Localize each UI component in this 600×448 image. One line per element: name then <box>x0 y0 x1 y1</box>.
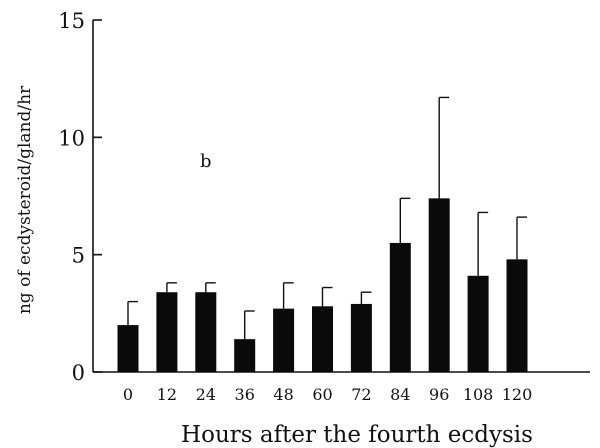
panel-label: b <box>200 151 212 172</box>
y-tick-label-5: 5 <box>72 244 85 268</box>
bar-48 <box>273 309 294 372</box>
x-tick-label-24: 24 <box>196 385 216 404</box>
bar-120 <box>507 259 528 372</box>
x-tick-label-36: 36 <box>235 385 255 404</box>
y-axis-label: ng of ecdysteroid/gland/hr <box>15 85 35 314</box>
bar-60 <box>312 306 333 372</box>
y-tick-label-0: 0 <box>72 361 85 385</box>
bar-36 <box>234 339 255 372</box>
x-tick-label-0: 0 <box>123 385 133 404</box>
bar-72 <box>351 304 372 372</box>
x-tick-label-108: 108 <box>463 385 494 404</box>
x-tick-label-84: 84 <box>390 385 410 404</box>
bar-0 <box>118 325 139 372</box>
x-axis-label: Hours after the fourth ecdysis <box>181 422 533 448</box>
bar-96 <box>429 198 450 372</box>
bar-108 <box>468 276 489 372</box>
bar-84 <box>390 243 411 372</box>
x-tick-label-12: 12 <box>157 385 177 404</box>
plot-area: 0 5 10 15 0 12 24 36 48 60 72 84 96 108 120 <box>58 9 590 404</box>
bar-24 <box>195 292 216 372</box>
x-tick-label-120: 120 <box>502 385 533 404</box>
x-tick-label-96: 96 <box>429 385 449 404</box>
y-tick-label-10: 10 <box>58 126 85 150</box>
x-tick-label-72: 72 <box>351 385 371 404</box>
bar-12 <box>156 292 177 372</box>
x-tick-label-48: 48 <box>273 385 293 404</box>
x-tick-label-60: 60 <box>312 385 332 404</box>
y-tick-label-15: 15 <box>58 9 85 33</box>
